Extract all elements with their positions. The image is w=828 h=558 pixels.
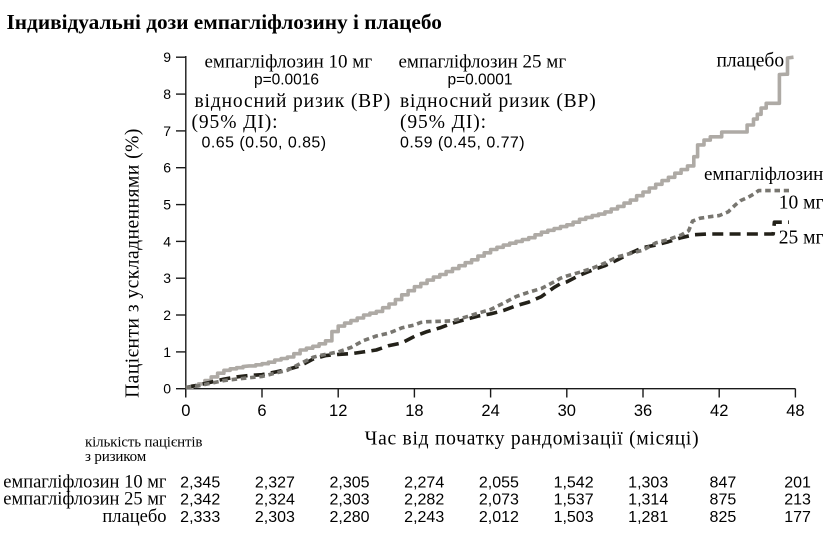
svg-text:2,055: 2,055 xyxy=(479,475,519,492)
svg-text:10 мг: 10 мг xyxy=(779,193,824,214)
svg-text:2,280: 2,280 xyxy=(329,509,369,526)
svg-text:Час від початку рандомізації (: Час від початку рандомізації (місяці) xyxy=(365,429,700,450)
svg-text:2,282: 2,282 xyxy=(404,492,444,509)
svg-text:213: 213 xyxy=(784,492,811,509)
svg-text:p=0.0001: p=0.0001 xyxy=(447,72,512,89)
svg-text:3: 3 xyxy=(163,270,171,286)
svg-text:30: 30 xyxy=(558,402,576,420)
svg-text:201: 201 xyxy=(784,475,811,492)
svg-text:4: 4 xyxy=(163,233,171,249)
svg-text:0: 0 xyxy=(181,402,190,420)
svg-text:6: 6 xyxy=(163,160,171,176)
svg-text:(95% ДІ):: (95% ДІ): xyxy=(400,112,487,133)
svg-text:24: 24 xyxy=(481,402,499,420)
svg-text:кількість пацієнтів: кількість пацієнтів xyxy=(85,435,202,451)
svg-text:36: 36 xyxy=(634,402,652,420)
svg-text:1,542: 1,542 xyxy=(554,475,594,492)
svg-text:48: 48 xyxy=(786,402,804,420)
svg-text:Індивідуальні дози емпагліфлоз: Індивідуальні дози емпагліфлозину і плац… xyxy=(7,10,442,34)
svg-text:2,274: 2,274 xyxy=(404,475,444,492)
svg-text:1,281: 1,281 xyxy=(628,509,668,526)
svg-text:0.65 (0.50, 0.85): 0.65 (0.50, 0.85) xyxy=(202,135,327,152)
svg-text:відносний ризик (ВР): відносний ризик (ВР) xyxy=(195,91,392,112)
svg-text:(95% ДІ):: (95% ДІ): xyxy=(192,112,279,133)
svg-text:емпагліфлозин 25 мг: емпагліфлозин 25 мг xyxy=(3,490,167,510)
svg-text:1,537: 1,537 xyxy=(554,492,594,509)
svg-text:1,503: 1,503 xyxy=(554,509,594,526)
svg-text:2,305: 2,305 xyxy=(329,475,369,492)
svg-text:2,345: 2,345 xyxy=(180,475,220,492)
svg-text:відносний ризик (ВР): відносний ризик (ВР) xyxy=(400,91,597,112)
svg-text:875: 875 xyxy=(710,492,737,509)
svg-text:42: 42 xyxy=(710,402,728,420)
svg-text:з ризиком: з ризиком xyxy=(85,449,147,465)
svg-text:Пацієнти з ускладненнями (%): Пацієнти з ускладненнями (%) xyxy=(123,128,144,398)
svg-text:2,012: 2,012 xyxy=(479,509,519,526)
svg-text:8: 8 xyxy=(163,86,171,102)
svg-text:2,243: 2,243 xyxy=(404,509,444,526)
svg-text:9: 9 xyxy=(163,49,171,65)
svg-text:емпагліфлозин: емпагліфлозин xyxy=(704,164,823,185)
svg-text:емпагліфлозин 10 мг: емпагліфлозин 10 мг xyxy=(205,52,373,73)
svg-text:2,333: 2,333 xyxy=(180,509,220,526)
svg-text:1,303: 1,303 xyxy=(628,475,668,492)
svg-text:5: 5 xyxy=(163,197,171,213)
svg-text:2: 2 xyxy=(163,307,171,323)
svg-text:0.59 (0.45, 0.77): 0.59 (0.45, 0.77) xyxy=(400,135,525,152)
svg-text:2,303: 2,303 xyxy=(329,492,369,509)
svg-text:25 мг: 25 мг xyxy=(779,228,824,249)
svg-text:плацебо: плацебо xyxy=(102,507,166,527)
svg-text:847: 847 xyxy=(710,475,737,492)
svg-text:1,314: 1,314 xyxy=(628,492,668,509)
svg-text:825: 825 xyxy=(710,509,737,526)
svg-text:177: 177 xyxy=(784,509,811,526)
svg-text:емпагліфлозин 25 мг: емпагліфлозин 25 мг xyxy=(399,52,567,73)
svg-text:6: 6 xyxy=(257,402,266,420)
svg-text:2,303: 2,303 xyxy=(255,509,295,526)
svg-text:плацебо: плацебо xyxy=(717,51,785,72)
svg-text:емпагліфлозин 10 мг: емпагліфлозин 10 мг xyxy=(3,473,167,493)
svg-text:2,342: 2,342 xyxy=(180,492,220,509)
svg-text:0: 0 xyxy=(163,381,171,397)
svg-text:12: 12 xyxy=(329,402,347,420)
svg-text:2,327: 2,327 xyxy=(255,475,295,492)
svg-text:2,073: 2,073 xyxy=(479,492,519,509)
svg-text:7: 7 xyxy=(163,123,171,139)
svg-text:18: 18 xyxy=(405,402,423,420)
svg-text:2,324: 2,324 xyxy=(255,492,295,509)
svg-text:1: 1 xyxy=(163,344,171,360)
svg-text:p=0.0016: p=0.0016 xyxy=(254,72,319,89)
